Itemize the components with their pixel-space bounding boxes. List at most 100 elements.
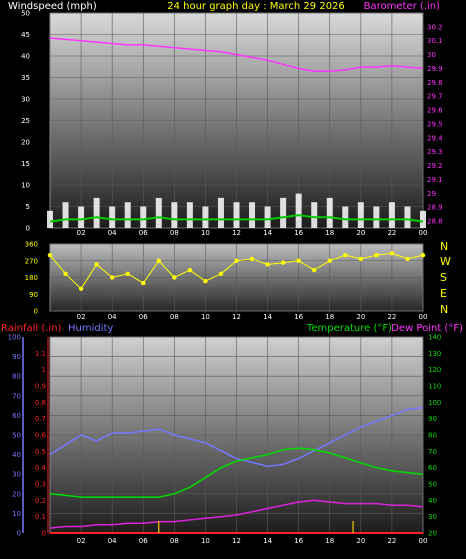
rain-tick-0.1: 0.1 <box>35 513 46 521</box>
barometer-tick-28.8: 28.8 <box>427 218 443 226</box>
wind-gust-bar-6 <box>140 206 147 228</box>
temp-x-tick-18: 18 <box>325 537 334 545</box>
temperature-label: Temperature (°F) <box>306 323 392 334</box>
wind-gust-bar-12 <box>233 202 240 228</box>
humidity-tick-70: 70 <box>12 392 21 400</box>
wind-gust-bar-19 <box>342 206 349 228</box>
direction-point-24 <box>420 252 426 258</box>
humidity-tick-90: 90 <box>12 353 21 361</box>
humidity-tick-20: 20 <box>12 490 21 498</box>
temp-tick-80: 80 <box>428 432 437 440</box>
temp-tick-40: 40 <box>428 497 437 505</box>
wind-gust-bar-5 <box>124 202 131 228</box>
dir-y-tick-0: 0 <box>34 308 38 316</box>
rain-tick-0.9: 0.9 <box>35 383 46 391</box>
dir-y-tick-90: 90 <box>29 291 38 299</box>
wind-x-tick-20: 20 <box>356 229 365 237</box>
rain-tick-0.7: 0.7 <box>35 415 46 423</box>
wind-y-tick-10: 10 <box>21 182 30 190</box>
temp-tick-130: 130 <box>428 350 441 358</box>
temp-tick-140: 140 <box>428 334 441 342</box>
temp-x-tick-06: 06 <box>139 537 148 545</box>
temp-tick-30: 30 <box>428 513 437 521</box>
wind-gust-bar-3 <box>93 197 100 228</box>
humidity-tick-10: 10 <box>12 510 21 518</box>
wind-y-tick-15: 15 <box>21 160 30 168</box>
wind-y-tick-20: 20 <box>21 139 30 147</box>
barometer-tick-29.9: 29.9 <box>427 65 443 73</box>
temp-x-tick-12: 12 <box>232 537 241 545</box>
rain-tick-0.6: 0.6 <box>35 432 47 440</box>
rain-tick-0.2: 0.2 <box>35 497 46 505</box>
temp-tick-100: 100 <box>428 399 441 407</box>
dir-x-tick-02: 02 <box>77 313 86 321</box>
dir-x-tick-10: 10 <box>201 313 210 321</box>
temp-x-tick-16: 16 <box>294 537 303 545</box>
wind-x-tick-02: 02 <box>77 229 86 237</box>
dir-x-tick-14: 14 <box>263 313 272 321</box>
dir-y-tick-180: 180 <box>25 274 38 282</box>
temp-x-tick-22: 22 <box>387 537 396 545</box>
compass-letter-e: E <box>440 287 447 300</box>
wind-gust-bar-13 <box>249 202 256 228</box>
temp-x-tick-00: 00 <box>419 537 428 545</box>
wind-gust-bar-16 <box>295 193 302 228</box>
wind-x-tick-04: 04 <box>108 229 117 237</box>
dir-x-tick-00: 00 <box>419 313 428 321</box>
temp-x-tick-14: 14 <box>263 537 272 545</box>
humidity-tick-80: 80 <box>12 373 21 381</box>
wind-gust-bar-4 <box>109 206 116 228</box>
wind-gust-bar-24 <box>420 210 426 228</box>
barometer-tick-29.8: 29.8 <box>427 79 443 87</box>
dewpoint-line <box>49 499 424 529</box>
rain-tick-0.3: 0.3 <box>35 481 46 489</box>
wind-y-tick-0: 0 <box>26 225 30 233</box>
wind-y-tick-30: 30 <box>21 96 30 104</box>
wind-gust-bar-22 <box>388 202 395 228</box>
temp-tick-20: 20 <box>428 530 437 538</box>
wind-y-tick-40: 40 <box>21 53 30 61</box>
barometer-tick-29.7: 29.7 <box>427 93 443 101</box>
compass-letter-s: S <box>440 271 447 284</box>
wind-x-tick-14: 14 <box>263 229 272 237</box>
wind-gust-bar-23 <box>404 206 411 228</box>
barometer-tick-29.6: 29.6 <box>427 107 443 115</box>
humidity-tick-100: 100 <box>8 334 21 342</box>
temp-x-tick-02: 02 <box>77 537 86 545</box>
wind-x-tick-10: 10 <box>201 229 210 237</box>
wind-x-tick-18: 18 <box>325 229 334 237</box>
dir-x-tick-06: 06 <box>139 313 148 321</box>
wind-gust-bar-20 <box>357 202 364 228</box>
barometer-tick-29.1: 29.1 <box>427 176 443 184</box>
humidity-line <box>49 406 424 468</box>
wind-gust-bar-8 <box>171 202 178 228</box>
barometer-tick-30: 30 <box>427 51 436 59</box>
barometer-tick-29.5: 29.5 <box>427 120 443 128</box>
dir-y-tick-360: 360 <box>25 241 38 249</box>
rain-tick-0: 0 <box>42 530 46 538</box>
barometer-label: Barometer (.in) <box>364 1 440 12</box>
dir-x-tick-12: 12 <box>232 313 241 321</box>
wind-gust-bar-17 <box>311 202 318 228</box>
wind-y-tick-50: 50 <box>21 10 30 18</box>
barometer-tick-29.4: 29.4 <box>427 134 443 142</box>
barometer-tick-28.9: 28.9 <box>427 204 443 212</box>
rainfall-label: Rainfall (.in) <box>1 323 62 334</box>
wind-y-tick-35: 35 <box>21 74 30 82</box>
wind-gust-bar-7 <box>155 197 162 228</box>
compass-letter-w: W <box>440 255 451 268</box>
temp-x-tick-20: 20 <box>356 537 365 545</box>
temp-tick-90: 90 <box>428 415 437 423</box>
dir-y-tick-270: 270 <box>25 257 38 265</box>
wind-y-tick-45: 45 <box>21 31 30 39</box>
dir-x-tick-18: 18 <box>325 313 334 321</box>
series-layer <box>47 37 426 534</box>
rain-tick-0.4: 0.4 <box>35 464 47 472</box>
temp-x-tick-10: 10 <box>201 537 210 545</box>
barometer-line <box>49 37 424 73</box>
wind-gust-bar-18 <box>326 197 333 228</box>
wind-gust-bar-15 <box>280 197 287 228</box>
humidity-label: Humidity <box>68 323 113 334</box>
